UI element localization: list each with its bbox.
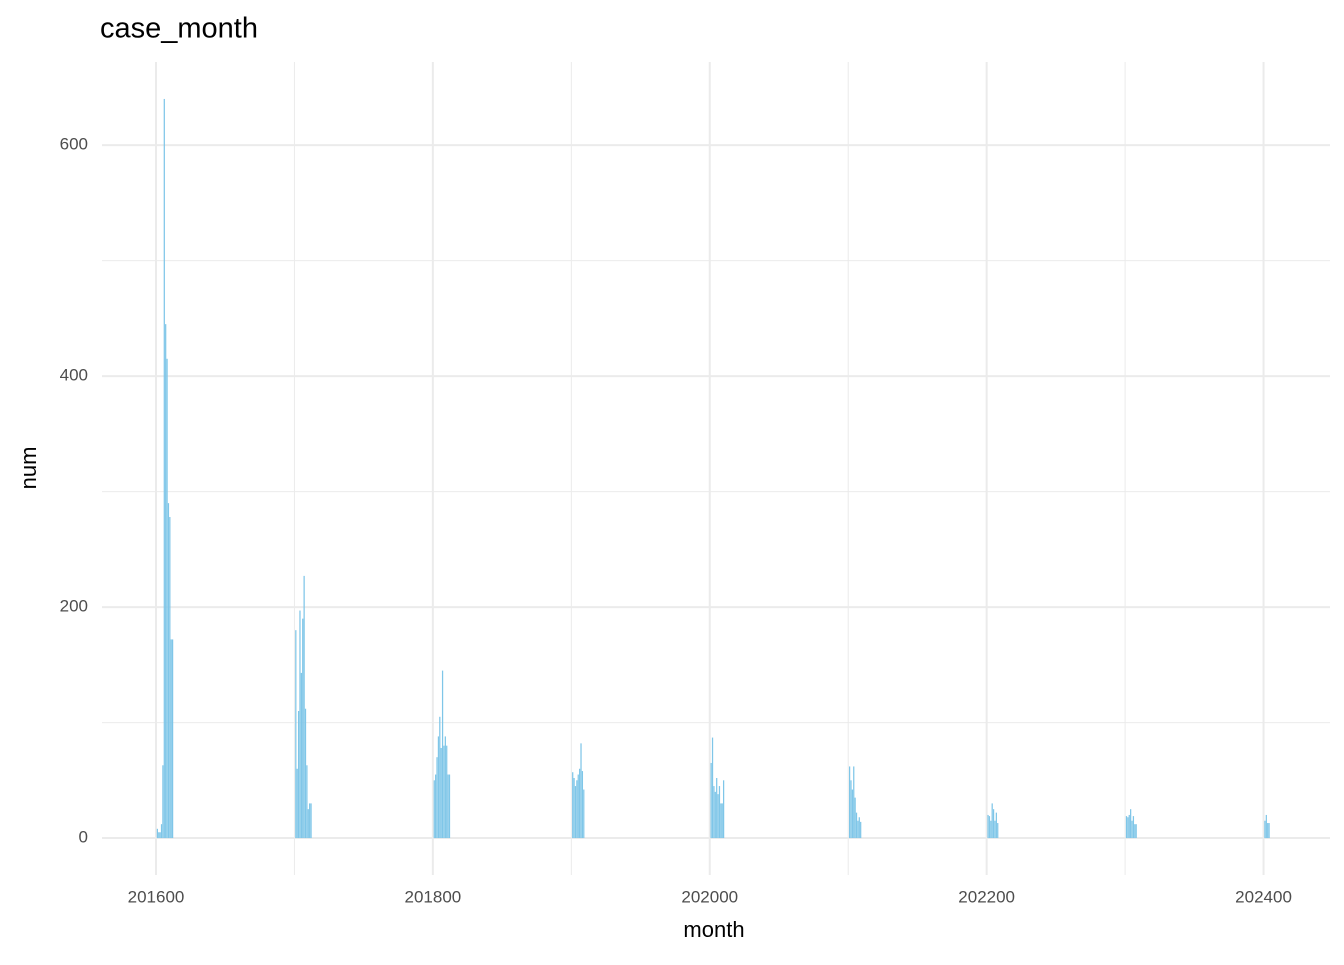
bar (718, 786, 721, 839)
bar (306, 765, 308, 839)
bar (717, 794, 719, 839)
bar (721, 803, 723, 839)
y-tick-label: 200 (60, 597, 88, 616)
chart-title: case_month (100, 13, 258, 45)
bar (573, 777, 575, 839)
bar (1134, 824, 1136, 839)
bar (1130, 809, 1132, 839)
bar (574, 786, 577, 839)
bar (165, 324, 167, 839)
bar (850, 780, 852, 839)
bar (716, 777, 718, 839)
bar (1268, 823, 1270, 839)
bar (990, 820, 992, 839)
bar (576, 780, 578, 839)
bar (581, 771, 584, 839)
bar (302, 618, 304, 839)
bar (447, 774, 449, 839)
y-tick-label: 600 (60, 135, 88, 154)
bar (309, 803, 311, 839)
bar (1128, 814, 1130, 839)
bar (296, 768, 298, 839)
y-axis-title: num (16, 447, 41, 490)
bar (997, 823, 999, 839)
bar (860, 821, 862, 839)
bar (159, 832, 161, 839)
bar (1135, 824, 1137, 839)
bar (443, 745, 445, 839)
bar (297, 711, 300, 839)
bar (572, 772, 574, 839)
bar (995, 812, 997, 839)
bar (713, 786, 715, 839)
bar (710, 762, 712, 839)
x-tick-label: 202200 (958, 887, 1015, 906)
bar (300, 672, 302, 839)
bar (988, 816, 991, 839)
bar (579, 768, 581, 839)
bar (858, 817, 860, 839)
bar (1131, 820, 1133, 839)
bar (446, 745, 448, 839)
bar (441, 670, 444, 839)
bar (583, 789, 585, 839)
y-tick-label: 0 (79, 828, 88, 847)
bar (162, 765, 164, 839)
bar (435, 774, 437, 839)
x-axis-title: month (683, 917, 744, 942)
bar (711, 737, 714, 839)
bar (1127, 817, 1129, 839)
bar (166, 358, 168, 839)
bar (171, 639, 174, 839)
bar (448, 774, 451, 839)
bar (303, 575, 305, 839)
x-tick-label: 201800 (405, 887, 462, 906)
bar (169, 517, 171, 839)
bar (163, 98, 165, 839)
bar (295, 630, 297, 839)
bar (714, 791, 716, 839)
bar (992, 809, 995, 839)
bar (1125, 816, 1128, 839)
bar (580, 743, 582, 839)
bar (433, 780, 435, 839)
bar (1265, 814, 1267, 839)
bar (310, 803, 312, 839)
bar (987, 814, 989, 839)
bar (1267, 823, 1269, 839)
bar (854, 797, 856, 839)
bar (577, 774, 579, 839)
bar (720, 803, 722, 839)
bar (436, 757, 438, 839)
x-tick-label: 202000 (681, 887, 738, 906)
bar (304, 708, 307, 839)
y-tick-label: 400 (60, 366, 88, 385)
bar (857, 820, 859, 839)
bar (437, 736, 440, 839)
x-tick-label: 201600 (128, 887, 185, 906)
bar (439, 716, 441, 839)
bar (307, 809, 309, 839)
bar (170, 639, 172, 839)
bar (160, 824, 163, 839)
bar (167, 503, 170, 839)
bar (1264, 820, 1266, 839)
bar (158, 832, 160, 839)
bar (994, 820, 996, 839)
x-tick-label: 202400 (1235, 887, 1292, 906)
bar (299, 610, 301, 839)
bar (853, 766, 855, 839)
bar (444, 736, 446, 839)
bar (440, 747, 442, 839)
bar (722, 780, 725, 839)
bar (851, 789, 853, 839)
bar (855, 812, 858, 839)
bar (848, 766, 851, 839)
bar (1132, 816, 1135, 839)
bar (156, 828, 159, 839)
bar (991, 803, 993, 839)
